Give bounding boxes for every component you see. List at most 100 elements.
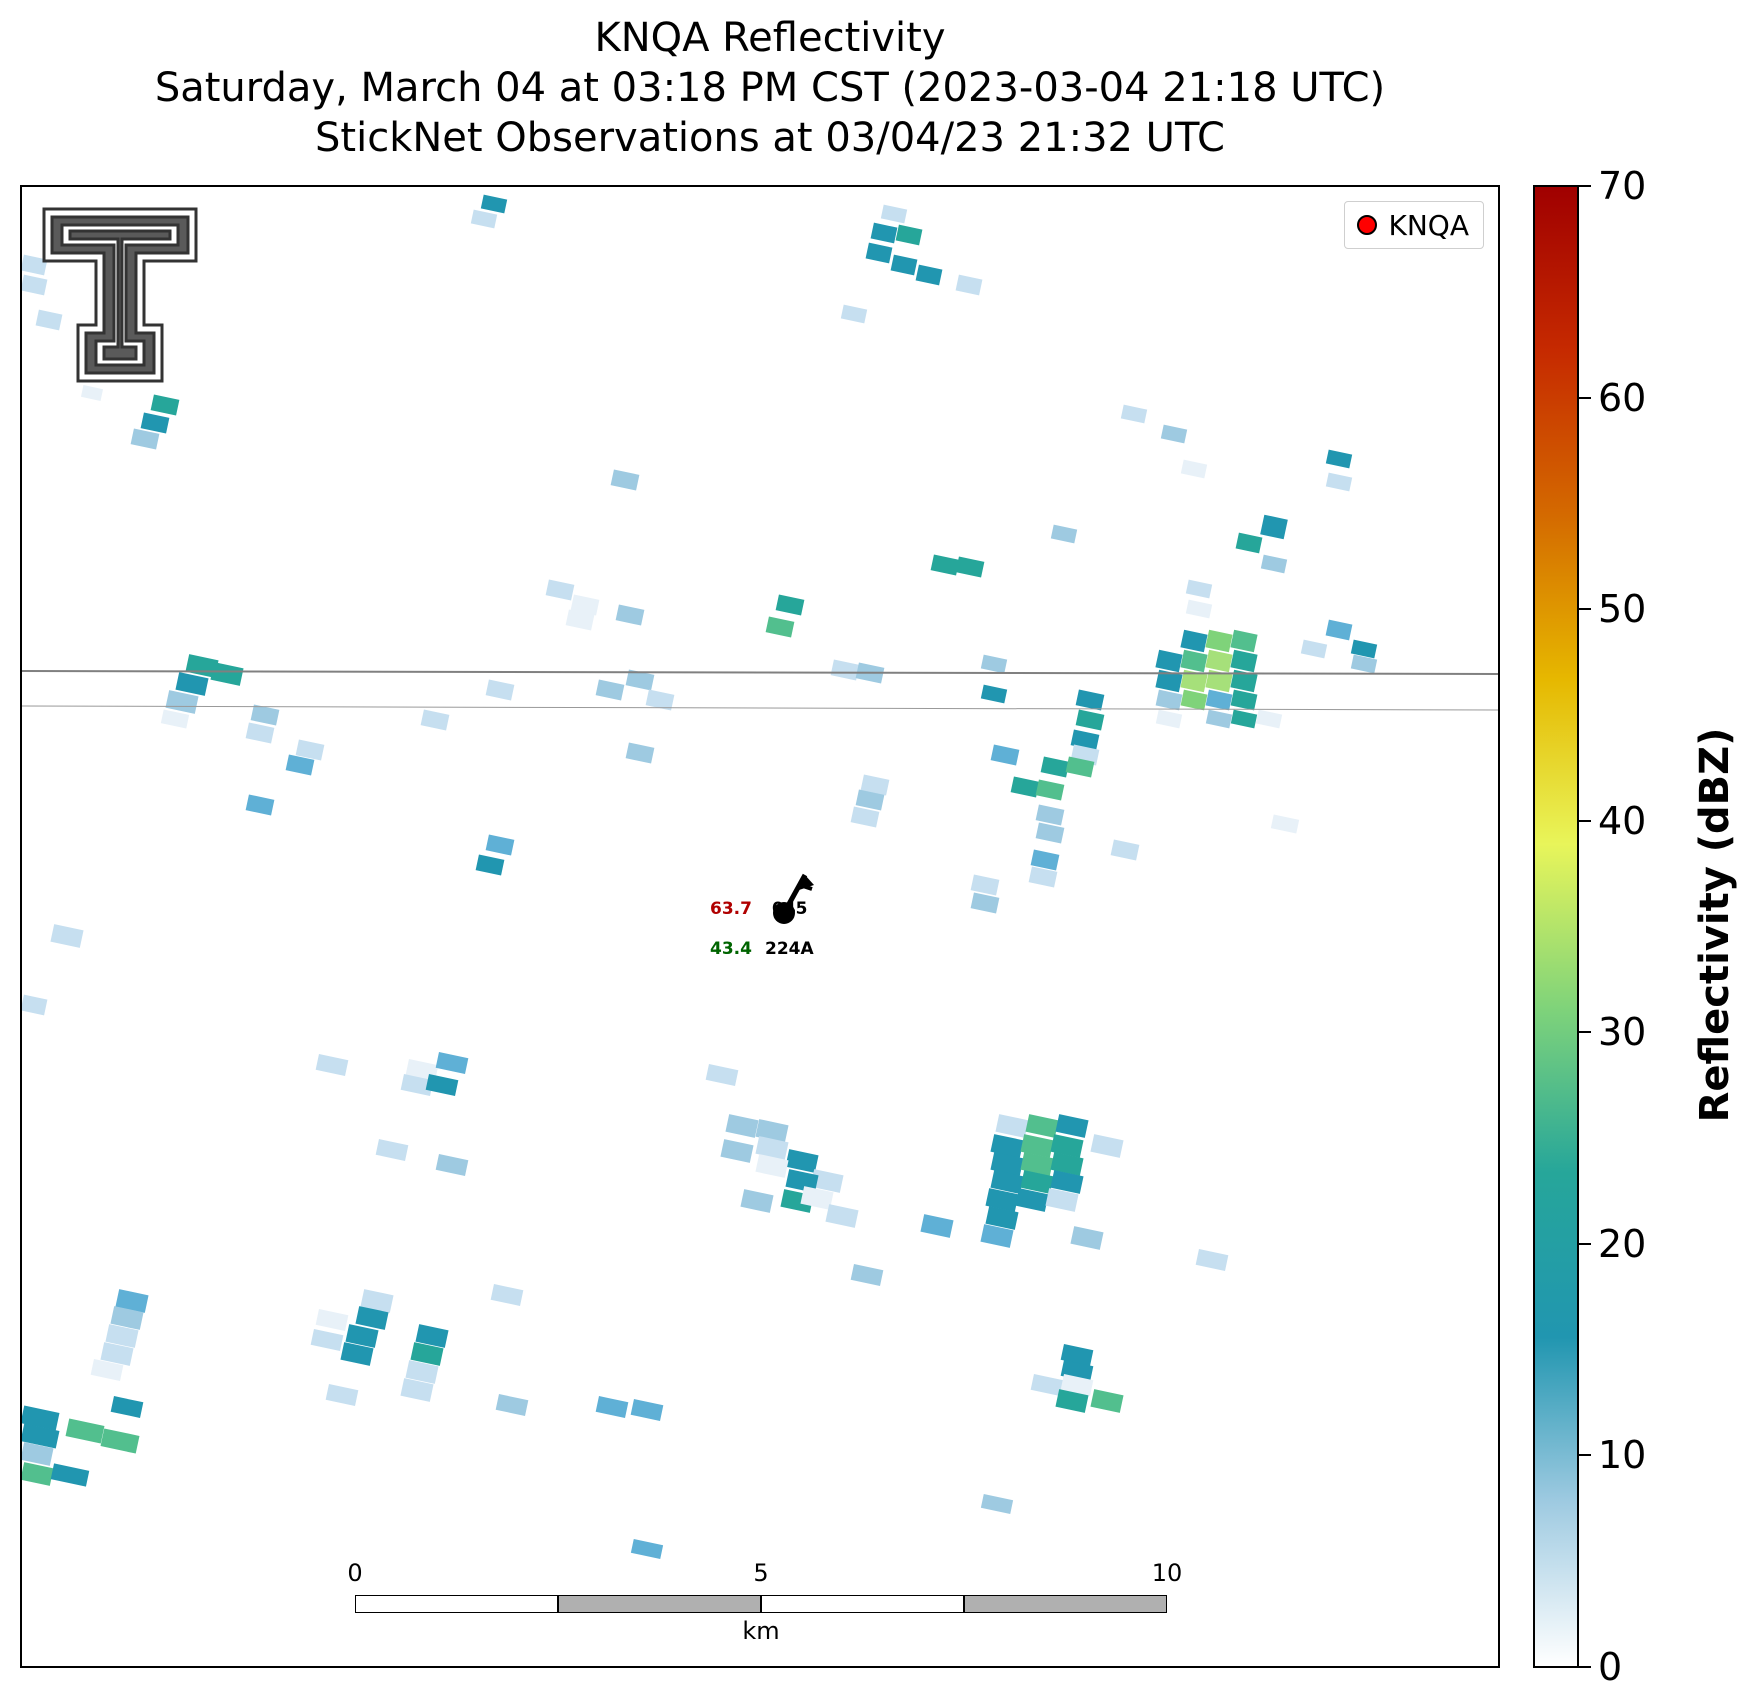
reflectivity-cell <box>22 254 48 276</box>
reflectivity-cell <box>1205 709 1233 729</box>
reflectivity-cell <box>22 1462 54 1486</box>
station-dewpoint: 43.4 <box>710 939 752 959</box>
colorbar-tick <box>1579 608 1591 611</box>
reflectivity-cell <box>985 1188 1019 1212</box>
reflectivity-cell <box>740 1189 774 1213</box>
reflectivity-cell <box>245 794 275 816</box>
reflectivity-cell <box>920 1214 954 1238</box>
reflectivity-cell <box>1050 1134 1084 1158</box>
reflectivity-cell <box>990 1134 1024 1158</box>
reflectivity-cell <box>1035 804 1065 826</box>
reflectivity-cell <box>355 1306 389 1330</box>
reflectivity-cell <box>1075 689 1105 711</box>
reflectivity-cell <box>400 1074 434 1096</box>
reflectivity-cell <box>810 1169 844 1193</box>
reflectivity-cell <box>990 1152 1024 1176</box>
reflectivity-cell <box>1110 839 1140 861</box>
reflectivity-cell <box>1235 532 1263 554</box>
station-pressure: 045 <box>772 899 808 919</box>
radar-map[interactable]: KNQA 63.7 045 43.4 224A <box>20 185 1500 1668</box>
reflectivity-cell <box>150 394 180 416</box>
reflectivity-cell <box>110 1396 144 1418</box>
reflectivity-cell <box>630 1399 664 1421</box>
reflectivity-cell <box>1205 629 1233 653</box>
title-radar: KNQA Reflectivity <box>594 15 946 61</box>
reflectivity-cell <box>765 616 795 638</box>
reflectivity-cell <box>310 1329 344 1351</box>
reflectivity-cell <box>825 1204 859 1228</box>
colorbar-tick <box>1579 819 1591 822</box>
reflectivity-cell <box>1070 1226 1104 1250</box>
reflectivity-cell <box>340 1342 374 1366</box>
reflectivity-cell <box>1180 669 1208 693</box>
reflectivity-cell <box>860 774 890 796</box>
reflectivity-cell <box>140 412 170 434</box>
reflectivity-cell <box>955 274 983 296</box>
reflectivity-cell <box>1230 689 1258 711</box>
reflectivity-cell <box>1195 1249 1229 1271</box>
reflectivity-cell <box>980 684 1008 704</box>
reflectivity-cell <box>630 1539 664 1559</box>
colorbar-tick <box>1579 1242 1591 1245</box>
reflectivity-cell <box>1155 649 1183 673</box>
reflectivity-cell <box>1120 404 1148 424</box>
colorbar-tick-label: 30 <box>1598 1010 1647 1055</box>
reflectivity-cell <box>1260 514 1288 540</box>
reflectivity-cell <box>980 654 1008 674</box>
colorbar-tick-label: 0 <box>1598 1645 1623 1689</box>
reflectivity-cell <box>610 469 640 491</box>
reflectivity-cell <box>1020 1134 1054 1158</box>
scalebar-unit: km <box>742 1617 780 1645</box>
reflectivity-cell <box>1045 1188 1079 1212</box>
reflectivity-cell <box>130 428 160 450</box>
distance-scalebar: 0 5 10 km <box>347 1559 1182 1645</box>
scalebar-tick-label: 5 <box>753 1559 769 1587</box>
reflectivity-cell <box>315 1309 349 1331</box>
reflectivity-cell <box>570 594 600 616</box>
reflectivity-cell <box>930 554 960 576</box>
reflectivity-cell <box>115 1289 149 1313</box>
reflectivity-cell <box>725 1114 759 1138</box>
reflectivity-cell <box>485 679 515 701</box>
reflectivity-cell <box>1030 1374 1064 1396</box>
reflectivity-cell <box>955 556 985 578</box>
reflectivity-cell <box>915 264 943 286</box>
reflectivity-cell <box>1030 849 1060 871</box>
reflectivity-cell <box>1255 709 1283 729</box>
reflectivity-cell <box>22 994 48 1016</box>
reflectivity-cell <box>785 1169 819 1193</box>
reflectivity-cell <box>375 1139 409 1161</box>
reflectivity-cell <box>315 1054 349 1076</box>
colorbar-tick-label: 60 <box>1598 375 1647 420</box>
reflectivity-cell <box>160 709 190 729</box>
colorbar-tick <box>1579 1666 1591 1668</box>
reflectivity-cell <box>405 1360 439 1384</box>
reflectivity-cell <box>425 1074 459 1096</box>
reflectivity-cell <box>1205 669 1233 693</box>
reflectivity-cell <box>1160 424 1188 444</box>
reflectivity-cell <box>890 254 918 276</box>
reflectivity-cell <box>1050 1152 1084 1176</box>
reflectivity-cell <box>100 1342 134 1366</box>
colorbar-tick <box>1579 1031 1591 1034</box>
reflectivity-cell <box>1230 629 1258 653</box>
reflectivity-cell <box>1050 524 1078 544</box>
reflectivity-cell <box>980 1224 1014 1248</box>
reflectivity-cell <box>1155 669 1183 693</box>
reflectivity-cell <box>850 806 880 828</box>
reflectivity-cell <box>625 742 655 764</box>
reflectivity-cell <box>22 1442 54 1466</box>
reflectivity-cell <box>1075 709 1105 731</box>
reflectivity-cell <box>1300 639 1328 659</box>
colorbar-tick-label: 70 <box>1598 164 1647 208</box>
reflectivity-cell <box>400 1378 434 1402</box>
reflectivity-cell <box>1205 689 1233 711</box>
colorbar-title: Reflectivity (dBZ) <box>1692 727 1738 1123</box>
reflectivity-cell <box>1260 554 1288 574</box>
reflectivity-cell <box>720 1139 754 1163</box>
reflectivity-cell <box>100 1428 140 1454</box>
reflectivity-cell <box>970 892 1000 914</box>
reflectivity-cell <box>705 1064 739 1086</box>
reflectivity-cell <box>990 744 1020 766</box>
title-observations: StickNet Observations at 03/04/23 21:32 … <box>315 115 1225 161</box>
